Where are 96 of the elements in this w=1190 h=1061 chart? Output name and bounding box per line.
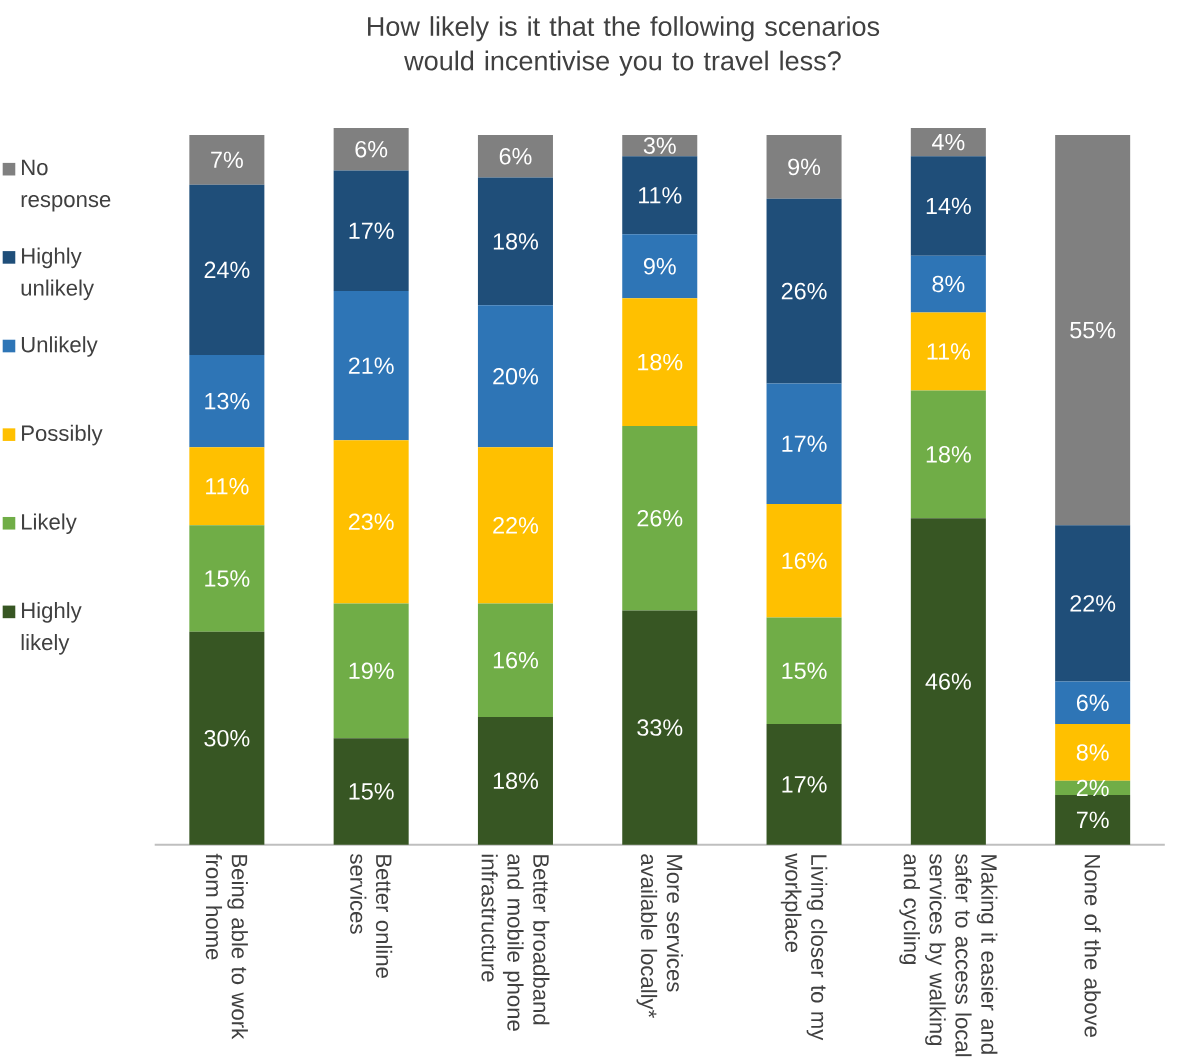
data-label: 18% [638, 353, 683, 371]
bar [1055, 134, 1131, 526]
data-label: 6% [499, 147, 532, 165]
data-label: 15% [349, 783, 394, 800]
data-label: 9% [788, 158, 821, 176]
data-label: 17% [782, 776, 827, 793]
data-label: 26% [637, 509, 683, 527]
data-label: 3% [643, 137, 676, 154]
data-label: 7% [211, 151, 243, 169]
data-label: 24% [204, 261, 250, 279]
bar [910, 390, 986, 519]
bar [766, 383, 842, 505]
data-label: 18% [493, 233, 539, 250]
bar [189, 354, 265, 448]
bar [333, 127, 409, 171]
bar [189, 447, 265, 526]
legend-label: Highly unlikely [21, 247, 94, 301]
data-label: 22% [493, 517, 539, 534]
bar [189, 134, 265, 185]
data-label: 16% [782, 552, 827, 570]
bar [477, 447, 553, 604]
legend-label: No response [21, 159, 111, 212]
data-label: 8% [1076, 744, 1109, 761]
data-label: 7% [1076, 811, 1109, 829]
bar [1055, 525, 1131, 682]
x-tick-label: Being able to work from home [205, 853, 248, 1040]
data-label: 6% [355, 140, 388, 158]
data-label: 8% [932, 275, 965, 293]
bar [333, 440, 409, 604]
legend-label: Possibly [22, 424, 103, 446]
x-tick-label: Better online services [350, 854, 393, 978]
bar [1055, 795, 1131, 845]
data-label: 16% [493, 651, 539, 669]
bar [910, 312, 986, 391]
data-label: 21% [348, 357, 394, 374]
data-label: 11% [206, 478, 249, 495]
data-label: 18% [926, 446, 971, 463]
data-label: 20% [493, 368, 539, 385]
data-label: 15% [782, 662, 827, 680]
data-label: 17% [349, 222, 394, 239]
data-label: 14% [926, 197, 971, 215]
bar [622, 298, 698, 426]
data-label: 23% [348, 513, 394, 531]
legend-label: Unlikely [21, 336, 98, 357]
bar [622, 156, 698, 235]
bar [333, 603, 409, 739]
bar [910, 518, 986, 845]
data-label: 30% [204, 729, 250, 747]
bar [910, 127, 986, 157]
bar [910, 255, 986, 313]
data-label: 46% [925, 673, 971, 690]
bar [189, 525, 265, 632]
bar [189, 184, 265, 355]
bar [766, 617, 842, 725]
legend-label: Likely [22, 513, 77, 535]
data-label: 18% [493, 772, 539, 790]
bar [622, 425, 698, 611]
bar [189, 631, 265, 845]
x-tick-label: Better broadband and mobile phone infrastructure [481, 854, 550, 1031]
bar [477, 305, 553, 448]
bar [1055, 724, 1131, 781]
bar [477, 603, 553, 717]
data-label: 11% [927, 343, 971, 360]
data-label: 33% [637, 719, 683, 736]
data-label: 55% [1070, 321, 1116, 339]
bar [766, 504, 842, 618]
bar [622, 234, 698, 299]
bar [910, 156, 986, 256]
bar [477, 134, 553, 178]
data-label: 13% [205, 392, 250, 410]
bar [477, 716, 553, 845]
data-label: 22% [1070, 595, 1116, 612]
bar [333, 291, 409, 441]
data-label: 6% [1076, 694, 1109, 712]
x-tick-label: Making it easier and safer to access local services by walking and cycling [899, 854, 998, 1057]
bar [766, 724, 842, 845]
x-tick-label: More services available locally* [636, 854, 683, 1018]
chart-title: How likely is it that the following scenarios would incentivise you to travel less? [368, 16, 880, 76]
data-label: 15% [205, 570, 250, 587]
x-tick-label: None of the above [1084, 855, 1101, 1038]
data-label: 11% [639, 187, 682, 204]
data-label: 2% [1076, 779, 1109, 797]
bar [766, 134, 842, 199]
bar [622, 610, 698, 845]
bar [333, 170, 409, 292]
data-label: 26% [781, 282, 827, 300]
data-label: 4% [932, 133, 965, 151]
bar [477, 177, 553, 306]
x-tick-label: Living closer to my workplace [780, 853, 828, 1041]
bar [1055, 681, 1131, 725]
data-label: 17% [782, 435, 827, 452]
legend-label: Highly likely [21, 602, 82, 655]
bar [766, 198, 842, 384]
data-label: 19% [349, 662, 394, 680]
data-label: 9% [643, 258, 676, 275]
bar [333, 738, 409, 845]
